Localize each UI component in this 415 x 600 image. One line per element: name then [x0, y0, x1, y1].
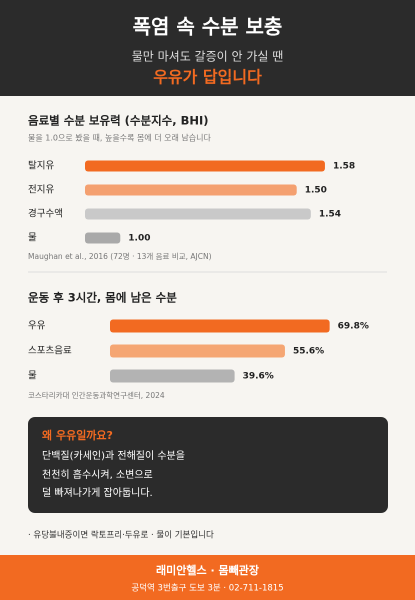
chart-source: 코스타리카대 인간운동과학연구센터, 2024	[28, 390, 165, 400]
callout-title: 왜 우유일까요?	[42, 428, 113, 442]
footer-name: 래미안헬스 · 몸빼관장	[156, 563, 259, 577]
chart-title: 음료별 수분 보유력 (수분지수, BHI)	[28, 114, 209, 128]
callout-line: 덜 빠져나가게 잡아둡니다.	[42, 487, 153, 499]
callout-line: 천천히 흡수시켜, 소변으로	[42, 468, 153, 481]
bar	[85, 160, 325, 172]
footer-band	[0, 555, 415, 600]
callout-box	[28, 417, 388, 513]
chart-title: 운동 후 3시간, 몸에 남은 수분	[28, 291, 177, 305]
category-label: 스포츠음료	[28, 346, 72, 357]
category-label: 경구수액	[28, 208, 63, 220]
value-label: 1.58	[333, 162, 355, 172]
chart-subtitle: 물을 1.0으로 봤을 때, 높을수록 몸에 더 오래 남습니다	[28, 133, 211, 143]
category-label: 물	[28, 371, 37, 382]
note: · 유당불내증이면 락토프리·두유로 · 물이 기본입니다	[28, 530, 214, 541]
value-label: 1.50	[305, 186, 327, 196]
category-label: 우유	[28, 321, 46, 332]
header-band	[0, 0, 415, 96]
bar	[85, 184, 297, 196]
header-title: 폭염 속 수분 보충	[133, 15, 283, 39]
value-label: 1.00	[128, 234, 150, 244]
callout-line: 단백질(카세인)과 전해질이 수분을	[42, 449, 185, 462]
header-subtitle: 물만 마셔도 갈증이 안 가실 땐	[132, 50, 284, 64]
bar	[85, 208, 311, 220]
footer-info: 공덕역 3번출구 도보 3분 · 02-711-1815	[131, 583, 283, 594]
bar	[110, 319, 330, 333]
category-label: 탈지유	[28, 160, 54, 172]
category-label: 물	[28, 233, 37, 244]
value-label: 1.54	[319, 210, 341, 220]
bar	[110, 369, 235, 383]
header-highlight: 우유가 답입니다	[153, 68, 262, 87]
value-label: 39.6%	[243, 372, 274, 382]
value-label: 69.8%	[338, 322, 369, 332]
value-label: 55.6%	[293, 347, 324, 357]
chart-source: Maughan et al., 2016 (72명 · 13개 음료 비교, A…	[28, 251, 212, 261]
bar	[85, 232, 121, 244]
bar	[110, 344, 285, 358]
category-label: 전지유	[28, 185, 54, 196]
